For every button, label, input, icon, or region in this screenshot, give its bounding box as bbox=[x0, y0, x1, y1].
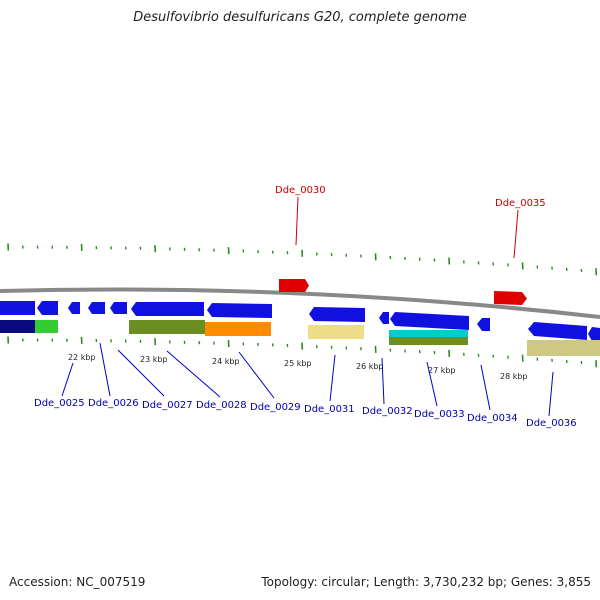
gene-label-dde-0026[interactable]: Dde_0026 bbox=[88, 398, 139, 409]
gene-dde-0037[interactable] bbox=[588, 327, 600, 342]
leader-line bbox=[480, 364, 491, 411]
leader-line bbox=[166, 350, 221, 398]
feature-boxes bbox=[0, 320, 600, 356]
gene-label-dde-0025[interactable]: Dde_0025 bbox=[34, 398, 85, 409]
leader-line bbox=[117, 349, 165, 397]
gene-dde-0032[interactable] bbox=[379, 312, 389, 324]
kbp-label: 24 kbp bbox=[212, 357, 240, 366]
gene-label-dde-0032[interactable]: Dde_0032 bbox=[362, 406, 413, 417]
kbp-label: 27 kbp bbox=[428, 366, 456, 375]
leader-line bbox=[426, 361, 438, 407]
reverse-labels: Dde_0025 Dde_0026 Dde_0027 Dde_0028 Dde_… bbox=[34, 342, 577, 429]
gene-dde-0030[interactable] bbox=[279, 279, 309, 292]
kbp-label: 23 kbp bbox=[140, 355, 168, 364]
gene-dde-0036[interactable] bbox=[528, 322, 587, 340]
leader-line bbox=[99, 342, 111, 397]
leader-line bbox=[238, 351, 275, 399]
map-title: Desulfovibrio desulfuricans G20, complet… bbox=[133, 10, 467, 25]
gene-label-dde-0033[interactable]: Dde_0033 bbox=[414, 409, 465, 420]
gene-label-dde-0029[interactable]: Dde_0029 bbox=[250, 402, 301, 413]
reverse-genes bbox=[0, 301, 600, 342]
forward-genes bbox=[279, 279, 527, 305]
leader-line bbox=[381, 357, 385, 405]
leader-line bbox=[295, 196, 299, 246]
gene-label-dde-0034[interactable]: Dde_0034 bbox=[467, 413, 518, 424]
leader-line bbox=[61, 362, 74, 397]
gene-dde-0035[interactable] bbox=[494, 291, 527, 305]
scale-labels: 22 kbp 23 kbp 24 kbp 25 kbp 26 kbp 27 kb… bbox=[68, 353, 528, 381]
topology-text: Topology: circular; Length: 3,730,232 bp… bbox=[261, 575, 591, 589]
tick-row-inner bbox=[7, 336, 598, 368]
forward-labels: Dde_0030 Dde_0035 bbox=[275, 185, 546, 259]
gene-label-dde-0030[interactable]: Dde_0030 bbox=[275, 185, 326, 196]
kbp-label: 28 kbp bbox=[500, 372, 528, 381]
gene-dde-0025b[interactable] bbox=[37, 301, 58, 315]
leader-line bbox=[548, 371, 554, 417]
gene-dde-0025[interactable] bbox=[0, 301, 35, 315]
gene-dde-0029[interactable] bbox=[207, 303, 272, 318]
gene-label-dde-0035[interactable]: Dde_0035 bbox=[495, 198, 546, 209]
gene-dde-0028[interactable] bbox=[131, 302, 204, 316]
feature-box-khaki bbox=[527, 340, 600, 356]
gene-dde-0026[interactable] bbox=[68, 302, 80, 314]
gene-label-dde-0028[interactable]: Dde_0028 bbox=[196, 400, 247, 411]
kbp-label: 26 kbp bbox=[356, 362, 384, 371]
gene-dde-0033[interactable] bbox=[390, 312, 469, 330]
genome-backbone bbox=[0, 287, 600, 319]
tick-row-outer bbox=[7, 243, 598, 276]
kbp-label: 25 kbp bbox=[284, 359, 312, 368]
feature-box-wheat bbox=[308, 325, 364, 339]
leader-line bbox=[513, 209, 519, 259]
leader-line bbox=[329, 354, 336, 402]
feature-box-olive bbox=[129, 320, 205, 334]
feature-box-olive-2 bbox=[389, 337, 468, 345]
kbp-label: 22 kbp bbox=[68, 353, 96, 362]
gene-dde-0031[interactable] bbox=[309, 307, 365, 322]
feature-box-orange bbox=[205, 322, 271, 336]
feature-box-cyan bbox=[389, 330, 468, 337]
feature-box-green bbox=[35, 320, 58, 333]
gene-label-dde-0031[interactable]: Dde_0031 bbox=[304, 404, 355, 415]
gene-dde-0026b[interactable] bbox=[88, 302, 105, 314]
accession-text: Accession: NC_007519 bbox=[9, 575, 146, 589]
gene-dde-0034[interactable] bbox=[477, 318, 490, 331]
gene-label-dde-0027[interactable]: Dde_0027 bbox=[142, 400, 193, 411]
gene-dde-0027[interactable] bbox=[110, 302, 127, 314]
gene-label-dde-0036[interactable]: Dde_0036 bbox=[526, 418, 577, 429]
feature-box-navy bbox=[0, 320, 35, 333]
